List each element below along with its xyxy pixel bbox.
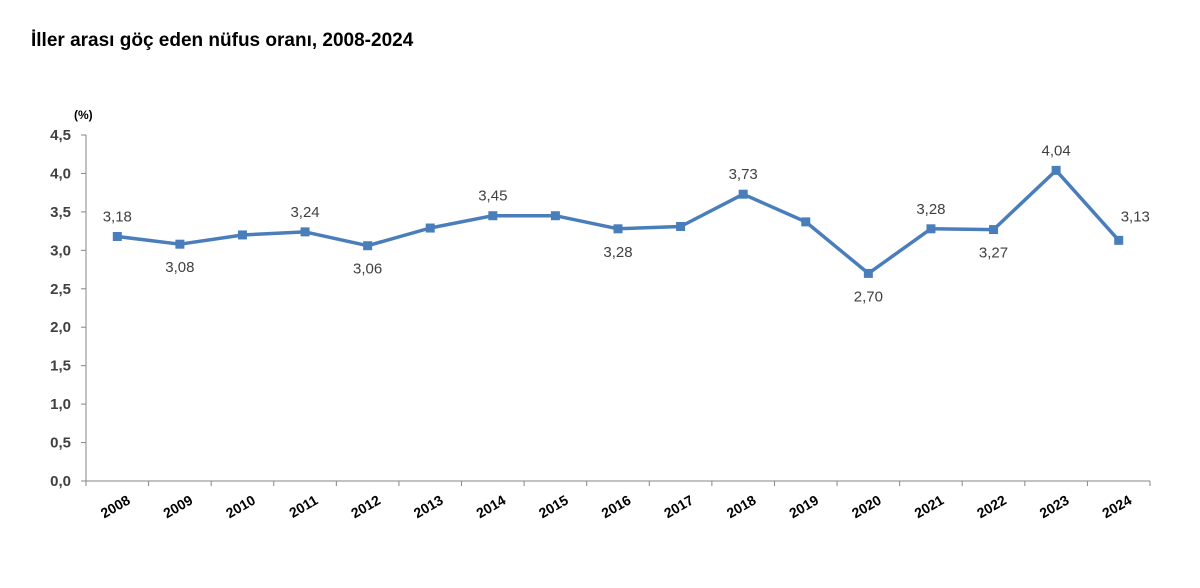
- x-tick-label: 2015: [536, 492, 571, 522]
- x-tick-label: 2008: [98, 492, 133, 522]
- data-point: [676, 221, 686, 231]
- data-point: [237, 230, 247, 240]
- series-markers: [112, 165, 1124, 278]
- y-unit-label: (%): [74, 108, 93, 122]
- data-label: 3,24: [290, 204, 319, 221]
- x-tick-label: 2017: [661, 492, 696, 522]
- x-tick-label: 2024: [1099, 492, 1134, 522]
- data-label: 3,28: [916, 201, 945, 218]
- axes: [85, 135, 1150, 482]
- data-label: 3,06: [353, 261, 382, 278]
- y-tick-label: 3,5: [50, 204, 71, 221]
- x-tick-label: 2020: [849, 492, 884, 522]
- data-point: [863, 268, 873, 278]
- data-point: [550, 211, 560, 221]
- y-axis-ticks: 0,0 0,5 1,0 1,5 2,0 2,5 3,0 3,5 4,0 4,5: [50, 127, 86, 490]
- data-point: [926, 224, 936, 234]
- x-tick-label: 2019: [786, 492, 821, 522]
- y-tick-label: 1,0: [50, 396, 71, 413]
- data-point: [175, 239, 185, 249]
- data-label: 3,27: [979, 245, 1008, 262]
- y-tick-label: 4,0: [50, 165, 71, 182]
- data-label: 4,04: [1042, 142, 1071, 159]
- y-tick-label: 0,0: [50, 473, 71, 490]
- x-tick-label: 2009: [160, 492, 195, 522]
- x-tick-label: 2011: [286, 492, 320, 521]
- data-label: 3,18: [103, 208, 132, 225]
- chart-title: İller arası göç eden nüfus oranı, 2008-2…: [31, 30, 414, 51]
- y-tick-label: 3,0: [50, 242, 71, 259]
- x-tick-label: 2014: [473, 492, 508, 522]
- x-tick-label: 2016: [599, 492, 634, 522]
- data-labels: 3,18 3,08 3,24 3,06 3,45 3,28 3,73 2,70 3,28 3,27…: [103, 142, 1150, 305]
- x-tick-label: 2012: [348, 492, 383, 522]
- data-label: 3,28: [603, 244, 632, 261]
- y-tick-label: 4,5: [50, 127, 71, 144]
- x-axis-ticks: 2008 2009 2010 2011 2012 2013 2014 2015 2016 2017…: [85, 481, 1151, 522]
- data-point: [801, 217, 811, 227]
- data-point: [1051, 165, 1061, 175]
- data-label: 3,73: [729, 166, 758, 183]
- x-tick-label: 2021: [911, 492, 946, 522]
- data-point: [613, 224, 623, 234]
- y-tick-label: 0,5: [50, 435, 71, 452]
- x-tick-label: 2010: [223, 492, 258, 522]
- data-point: [425, 223, 435, 233]
- x-tick-label: 2013: [411, 492, 446, 522]
- data-point: [112, 231, 122, 241]
- data-label: 2,70: [854, 288, 883, 305]
- data-point: [989, 225, 999, 235]
- data-point: [738, 189, 748, 199]
- x-tick-label: 2018: [724, 492, 759, 522]
- y-tick-label: 2,0: [50, 319, 71, 336]
- data-label: 3,08: [165, 259, 194, 276]
- x-tick-label: 2023: [1037, 492, 1072, 522]
- x-tick-label: 2022: [974, 492, 1009, 522]
- data-point: [363, 241, 373, 251]
- data-label: 3,45: [478, 188, 507, 205]
- data-point: [300, 227, 310, 237]
- data-point: [488, 211, 498, 221]
- y-tick-label: 2,5: [50, 281, 71, 298]
- data-point: [1114, 235, 1124, 245]
- data-label: 3,13: [1121, 208, 1150, 225]
- y-tick-label: 1,5: [50, 358, 71, 375]
